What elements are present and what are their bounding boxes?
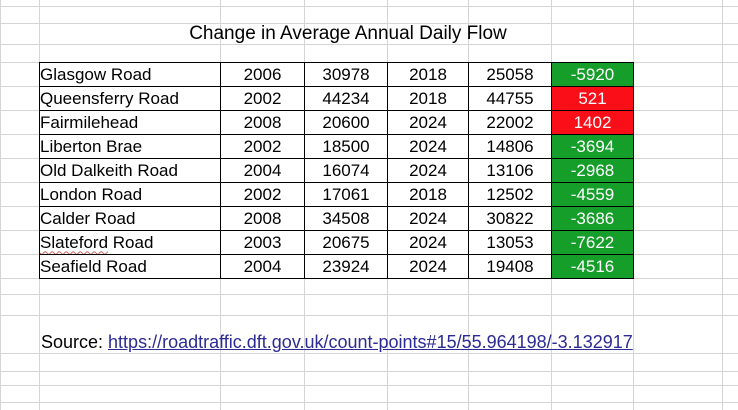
cell-end-year[interactable]: 2024 <box>387 158 469 183</box>
table-row: Glasgow Road 2006 30978 2018 25058 -5920 <box>39 62 634 87</box>
flow-table: Glasgow Road 2006 30978 2018 25058 -5920… <box>39 62 634 279</box>
cell-start-year[interactable]: 2006 <box>220 62 305 87</box>
cell-end-flow[interactable]: 19408 <box>468 254 552 279</box>
cell-start-year[interactable]: 2003 <box>220 230 305 255</box>
gridline <box>0 385 738 386</box>
gridline <box>0 402 738 403</box>
gridline <box>0 294 738 295</box>
gridline <box>0 353 738 354</box>
cell-change[interactable]: -7622 <box>551 230 634 255</box>
table-row: Old Dalkeith Road 2004 16074 2024 13106 … <box>39 158 634 183</box>
cell-start-flow[interactable]: 44234 <box>304 86 388 111</box>
table-row: Queensferry Road 2002 44234 2018 44755 5… <box>39 86 634 111</box>
table-row: Calder Road 2008 34508 2024 30822 -3686 <box>39 206 634 231</box>
gridline <box>0 315 738 316</box>
cell-road-name[interactable]: Liberton Brae <box>39 134 221 159</box>
source-link[interactable]: https://roadtraffic.dft.gov.uk/count-poi… <box>108 332 633 352</box>
cell-end-flow[interactable]: 12502 <box>468 182 552 207</box>
cell-start-flow[interactable]: 17061 <box>304 182 388 207</box>
cell-road-name[interactable]: Glasgow Road <box>39 62 221 87</box>
cell-road-name[interactable]: Old Dalkeith Road <box>39 158 221 183</box>
cell-end-flow[interactable]: 44755 <box>468 86 552 111</box>
cell-end-year[interactable]: 2024 <box>387 110 469 135</box>
cell-road-name[interactable]: Queensferry Road <box>39 86 221 111</box>
cell-end-flow[interactable]: 14806 <box>468 134 552 159</box>
gridline <box>0 371 738 372</box>
table-row: Slateford Road 2003 20675 2024 13053 -76… <box>39 230 634 255</box>
cell-road-name[interactable]: Slateford Road <box>39 230 221 255</box>
cell-start-year[interactable]: 2008 <box>220 206 305 231</box>
cell-start-flow[interactable]: 16074 <box>304 158 388 183</box>
cell-change[interactable]: -3686 <box>551 206 634 231</box>
cell-start-flow[interactable]: 34508 <box>304 206 388 231</box>
cell-end-flow[interactable]: 22002 <box>468 110 552 135</box>
table-row: London Road 2002 17061 2018 12502 -4559 <box>39 182 634 207</box>
cell-start-flow[interactable]: 20675 <box>304 230 388 255</box>
gridline <box>0 23 738 24</box>
cell-end-year[interactable]: 2024 <box>387 134 469 159</box>
sheet-title-cell[interactable]: Change in Average Annual Daily Flow <box>189 23 507 44</box>
cell-start-year[interactable]: 2008 <box>220 110 305 135</box>
cell-change[interactable]: -4516 <box>551 254 634 279</box>
cell-start-year[interactable]: 2002 <box>220 134 305 159</box>
cell-change[interactable]: -4559 <box>551 182 634 207</box>
cell-end-year[interactable]: 2018 <box>387 62 469 87</box>
cell-end-year[interactable]: 2024 <box>387 230 469 255</box>
cell-start-year[interactable]: 2002 <box>220 182 305 207</box>
gridline <box>0 278 738 279</box>
cell-start-flow[interactable]: 23924 <box>304 254 388 279</box>
cell-start-year[interactable]: 2002 <box>220 86 305 111</box>
road-name-rest: Road <box>108 232 154 252</box>
cell-end-flow[interactable]: 25058 <box>468 62 552 87</box>
gridline <box>0 0 1 410</box>
cell-road-name[interactable]: London Road <box>39 182 221 207</box>
cell-change[interactable]: -5920 <box>551 62 634 87</box>
cell-change[interactable]: -2968 <box>551 158 634 183</box>
cell-change[interactable]: 521 <box>551 86 634 111</box>
source-cell: Source: https://roadtraffic.dft.gov.uk/c… <box>41 331 633 353</box>
cell-road-name[interactable]: Calder Road <box>39 206 221 231</box>
cell-end-flow[interactable]: 30822 <box>468 206 552 231</box>
cell-start-year[interactable]: 2004 <box>220 254 305 279</box>
misspelled-word: Slateford <box>40 232 109 252</box>
table-row: Liberton Brae 2002 18500 2024 14806 -369… <box>39 134 634 159</box>
cell-end-year[interactable]: 2024 <box>387 206 469 231</box>
table-row: Seafield Road 2004 23924 2024 19408 -451… <box>39 254 634 279</box>
cell-start-flow[interactable]: 20600 <box>304 110 388 135</box>
cell-end-year[interactable]: 2018 <box>387 182 469 207</box>
cell-change[interactable]: -3694 <box>551 134 634 159</box>
cell-start-year[interactable]: 2004 <box>220 158 305 183</box>
gridline <box>633 0 634 410</box>
cell-change[interactable]: 1402 <box>551 110 634 135</box>
source-label: Source: <box>41 332 109 352</box>
cell-road-name[interactable]: Seafield Road <box>39 254 221 279</box>
cell-start-flow[interactable]: 30978 <box>304 62 388 87</box>
cell-end-year[interactable]: 2018 <box>387 86 469 111</box>
cell-end-year[interactable]: 2024 <box>387 254 469 279</box>
gridline <box>0 44 738 45</box>
gridline <box>722 0 723 410</box>
cell-start-flow[interactable]: 18500 <box>304 134 388 159</box>
cell-end-flow[interactable]: 13053 <box>468 230 552 255</box>
gridline <box>0 6 738 7</box>
cell-road-name[interactable]: Fairmilehead <box>39 110 221 135</box>
cell-end-flow[interactable]: 13106 <box>468 158 552 183</box>
table-row: Fairmilehead 2008 20600 2024 22002 1402 <box>39 110 634 135</box>
